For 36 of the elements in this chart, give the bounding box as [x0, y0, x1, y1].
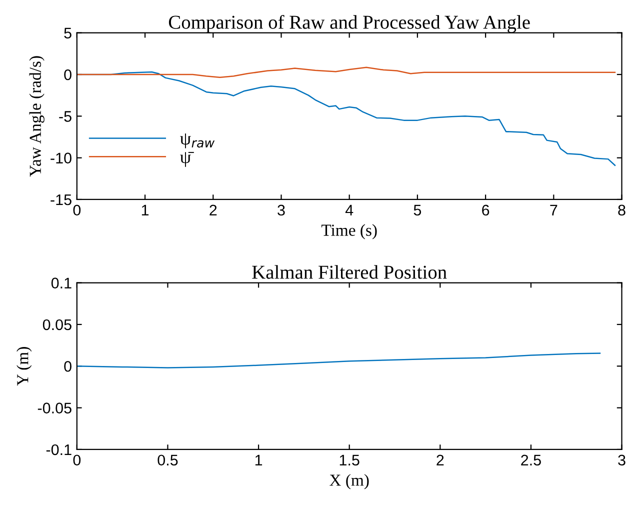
y-tick-label: -0.05 [38, 402, 72, 414]
y-axis-title: Yaw Angle (rad/s) [29, 56, 44, 177]
y-axis-title: Y (m) [16, 347, 32, 386]
x-tick-label: 8 [618, 204, 626, 216]
y-tick-label: 0.1 [51, 278, 72, 288]
x-tick-label: 2 [436, 454, 444, 466]
x-tick-label: 4 [345, 204, 354, 216]
line-series [76, 66, 616, 78]
x-tick-label: 0 [73, 454, 81, 466]
x-tick-label: 7 [550, 204, 558, 216]
y-tick-label: -10 [50, 152, 72, 164]
x-axis-title: X (m) [330, 474, 369, 490]
legend-label: ψ$_{raw}$ [180, 134, 215, 148]
y-tick-label: -0.1 [46, 444, 72, 456]
chart-title: Kalman Filtered Position [252, 265, 447, 279]
y-tick-label: -5 [59, 111, 72, 122]
x-tick-label: 3 [278, 204, 285, 216]
line-series [76, 352, 601, 368]
legend-label: ψ̄ [180, 152, 194, 167]
y-tick-label: 0 [64, 360, 72, 372]
x-tick-label: 0 [73, 204, 81, 216]
chart-title: Comparison of Raw and Processed Yaw Angle [168, 14, 530, 33]
y-tick-label: 5 [64, 28, 72, 39]
x-axis-title: Time (s) [321, 224, 377, 240]
x-tick-label: 3 [618, 454, 626, 466]
x-tick-label: 1 [142, 204, 149, 216]
x-tick-label: 0.5 [158, 454, 178, 466]
x-tick-label: 1 [255, 454, 262, 466]
x-tick-label: 6 [482, 204, 490, 216]
y-tick-label: -15 [50, 194, 72, 206]
y-tick-label: 0.05 [42, 319, 72, 330]
y-tick-label: 0 [64, 69, 72, 80]
x-tick-label: 5 [414, 204, 422, 216]
x-tick-label: 2 [210, 204, 217, 216]
x-tick-label: 1.5 [340, 454, 360, 466]
x-tick-label: 2.5 [521, 454, 541, 466]
